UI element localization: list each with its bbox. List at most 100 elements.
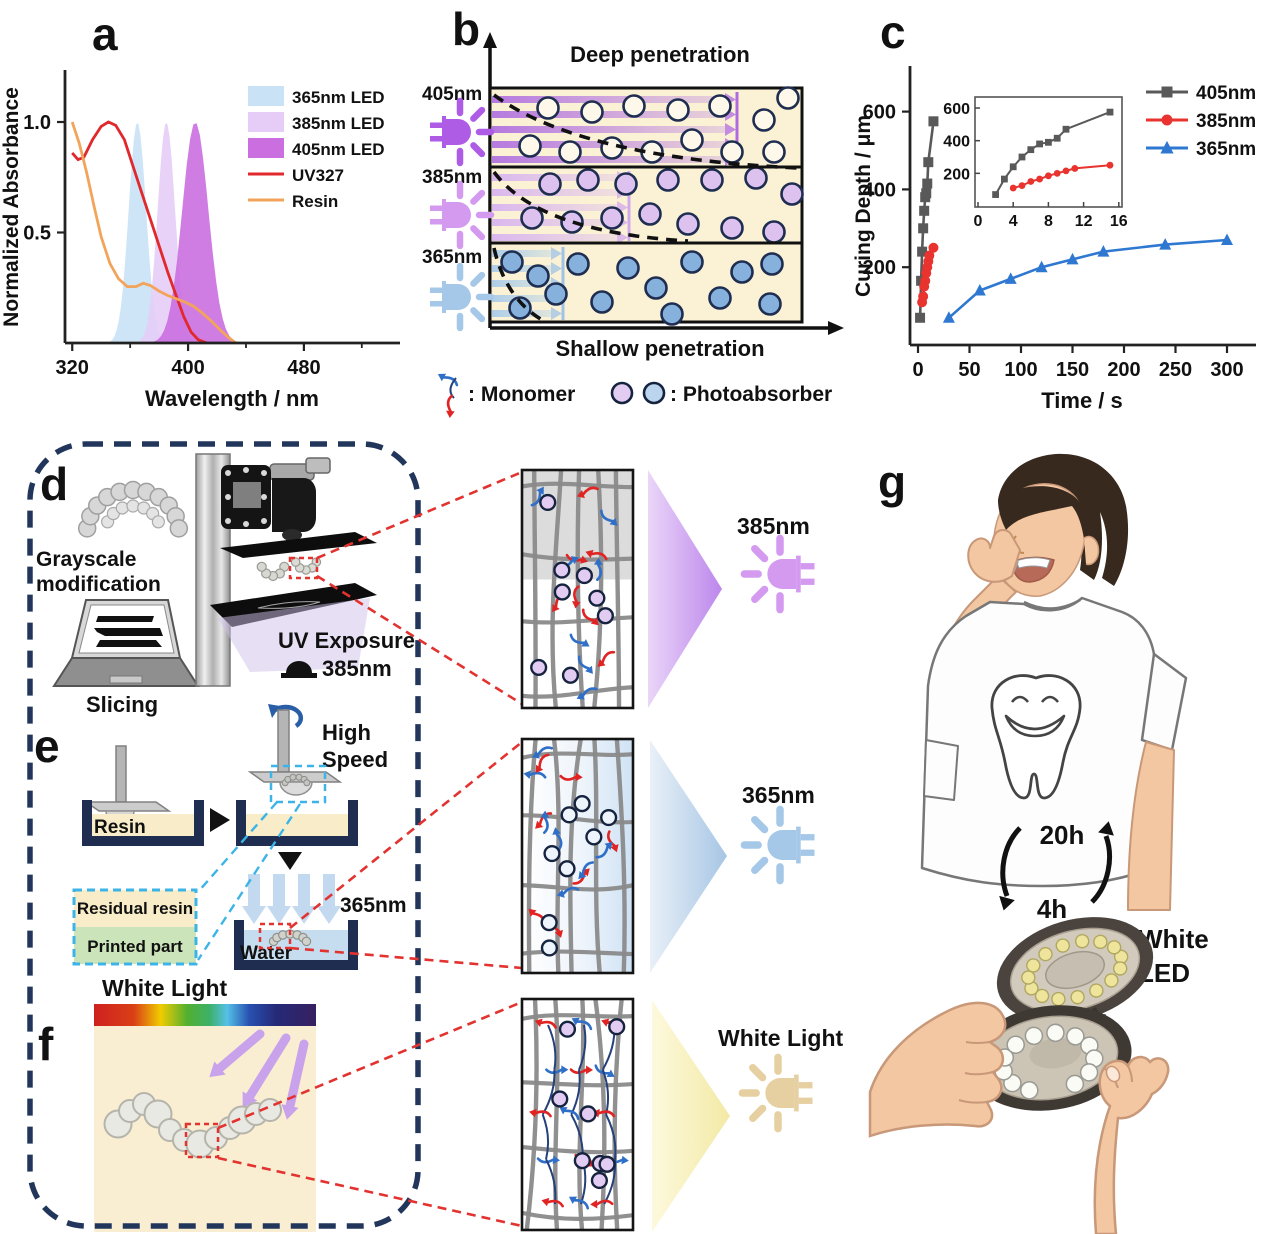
photoabsorber-icon	[622, 94, 646, 118]
photoabsorber-icon	[758, 292, 782, 316]
red-zoom-connector	[217, 1156, 523, 1228]
photoabsorber-icon	[520, 206, 544, 230]
red-zoom-connector	[289, 740, 523, 930]
b-arrows-circles	[492, 86, 804, 326]
photoabsorber-icon	[508, 296, 532, 320]
photoabsorber-icon	[676, 212, 700, 236]
white-led-dot	[1034, 988, 1050, 1004]
b-row-label-365: 365nm	[422, 247, 482, 268]
step-arrow-down-icon	[278, 852, 302, 870]
led-band-405nm LED	[151, 123, 240, 343]
led-icon	[738, 1053, 813, 1133]
photoabsorber-icon	[530, 658, 548, 677]
photoabsorber-icon	[614, 172, 638, 196]
white-led-dot	[1089, 983, 1104, 998]
photoabsorber-385-icon	[610, 381, 634, 405]
residual-resin-label: Residual resin	[77, 899, 193, 918]
photoabsorber-icon	[580, 100, 604, 124]
photoabsorber-icon	[553, 583, 571, 601]
deep-penetration-caption: Deep penetration	[570, 42, 750, 67]
photoabsorber-icon	[561, 666, 580, 684]
photoabsorber-icon	[566, 252, 590, 276]
right-hand	[1093, 1055, 1170, 1234]
b-row-label-385: 385nm	[422, 167, 482, 188]
zoom-region-box-dome	[269, 764, 327, 804]
resin-label: Resin	[94, 817, 146, 838]
svg-text:8: 8	[1044, 213, 1053, 230]
light-cone-white	[652, 1000, 730, 1232]
photoabsorber-icon	[700, 168, 724, 192]
hand-at-mouth	[967, 529, 1021, 583]
printed-aligner-mini	[256, 557, 322, 582]
part-composition-box: Residual resin Printed part	[72, 888, 198, 966]
light-cone-385	[648, 470, 722, 708]
svg-text:16: 16	[1110, 213, 1128, 230]
photoabsorber-icon	[680, 128, 704, 152]
svg-text:400: 400	[863, 179, 896, 201]
series-365nm	[948, 238, 1228, 319]
svg-text:400: 400	[943, 134, 970, 151]
photoabsorber-icon	[539, 493, 557, 512]
b-decay-curve-405	[492, 93, 799, 170]
svg-text:600: 600	[943, 101, 970, 118]
photoabsorber-icon	[573, 795, 591, 813]
photoabsorber-icon	[776, 86, 800, 110]
photoabsorber-icon	[538, 172, 562, 196]
photoabsorber-icon	[575, 566, 593, 585]
white-led-dot	[1112, 961, 1128, 976]
collar	[1023, 598, 1081, 610]
photoabsorber-icon	[558, 860, 576, 878]
white-light-arrows	[209, 1029, 309, 1120]
svg-text:300: 300	[1210, 359, 1243, 381]
uv-exposure-caption: UV Exposure	[278, 628, 415, 653]
photoabsorber-icon	[608, 1018, 626, 1036]
led-band-365nm LED	[107, 123, 167, 343]
svg-text:400: 400	[171, 357, 204, 379]
grayscale-caption-2: modification	[36, 573, 161, 596]
aligner-in-case	[994, 1023, 1104, 1100]
photoabsorber-icon	[553, 561, 571, 579]
photoabsorber-icon	[536, 96, 560, 120]
panel-d-printing-step: d Grayscale modification Slicing	[36, 453, 415, 717]
svg-text:UV327: UV327	[292, 166, 344, 185]
white-led-dot	[1070, 989, 1085, 1005]
network-box-365	[520, 737, 635, 975]
photoabsorber-365-icon	[642, 381, 666, 405]
wear-time-label: 20h	[1040, 820, 1085, 850]
aligner-arch-icon	[77, 480, 189, 538]
photoabsorber-icon	[579, 1105, 597, 1123]
panel-c-curing-depth-chart: c 0 50 100 150 200 250 300 200 400 600 Time / s Cur…	[852, 6, 1256, 413]
uv-lamp-icon	[286, 661, 312, 673]
svg-text:100: 100	[1004, 359, 1037, 381]
b-y-axis-arrow-icon	[483, 32, 497, 48]
photoabsorber-icon	[551, 1090, 569, 1108]
photoabsorber-icon	[573, 1152, 591, 1170]
zoom-label-white: White Light	[718, 1025, 844, 1051]
photoabsorber-icon	[600, 808, 618, 827]
white-led-dot	[1021, 970, 1036, 985]
photoabsorber-icon	[720, 216, 744, 240]
lowered-arm	[1127, 741, 1175, 911]
white-light-caption: White Light	[102, 975, 228, 1001]
c-legend: 405nm 385nm 365nm	[1146, 83, 1256, 160]
photoabsorber-icon	[644, 276, 668, 300]
photoabsorber-icon	[526, 264, 550, 288]
network-box-white	[520, 997, 635, 1232]
photoabsorber-icon	[638, 202, 662, 226]
e-wavelength-caption: 365nm	[340, 894, 407, 917]
shallow-penetration-caption: Shallow penetration	[555, 336, 764, 361]
photoabsorber-icon	[760, 252, 784, 276]
panel-g-label: g	[878, 456, 906, 508]
b-row-label-405: 405nm	[422, 84, 482, 105]
zoom-region-box-f	[184, 1122, 220, 1159]
photoabsorber-icon	[616, 256, 640, 280]
tooth-logo	[990, 674, 1082, 800]
photoabsorber-icon	[666, 98, 690, 122]
photoabsorber-icon	[600, 206, 624, 230]
photoabsorber-icon	[598, 1155, 616, 1173]
photoabsorber-icon	[500, 250, 524, 274]
grayscale-caption-1: Grayscale	[36, 548, 136, 571]
zoom-label-365: 365nm	[742, 782, 815, 808]
svg-text:405nm: 405nm	[1196, 83, 1256, 104]
cycle-arrow-right	[1090, 835, 1112, 904]
